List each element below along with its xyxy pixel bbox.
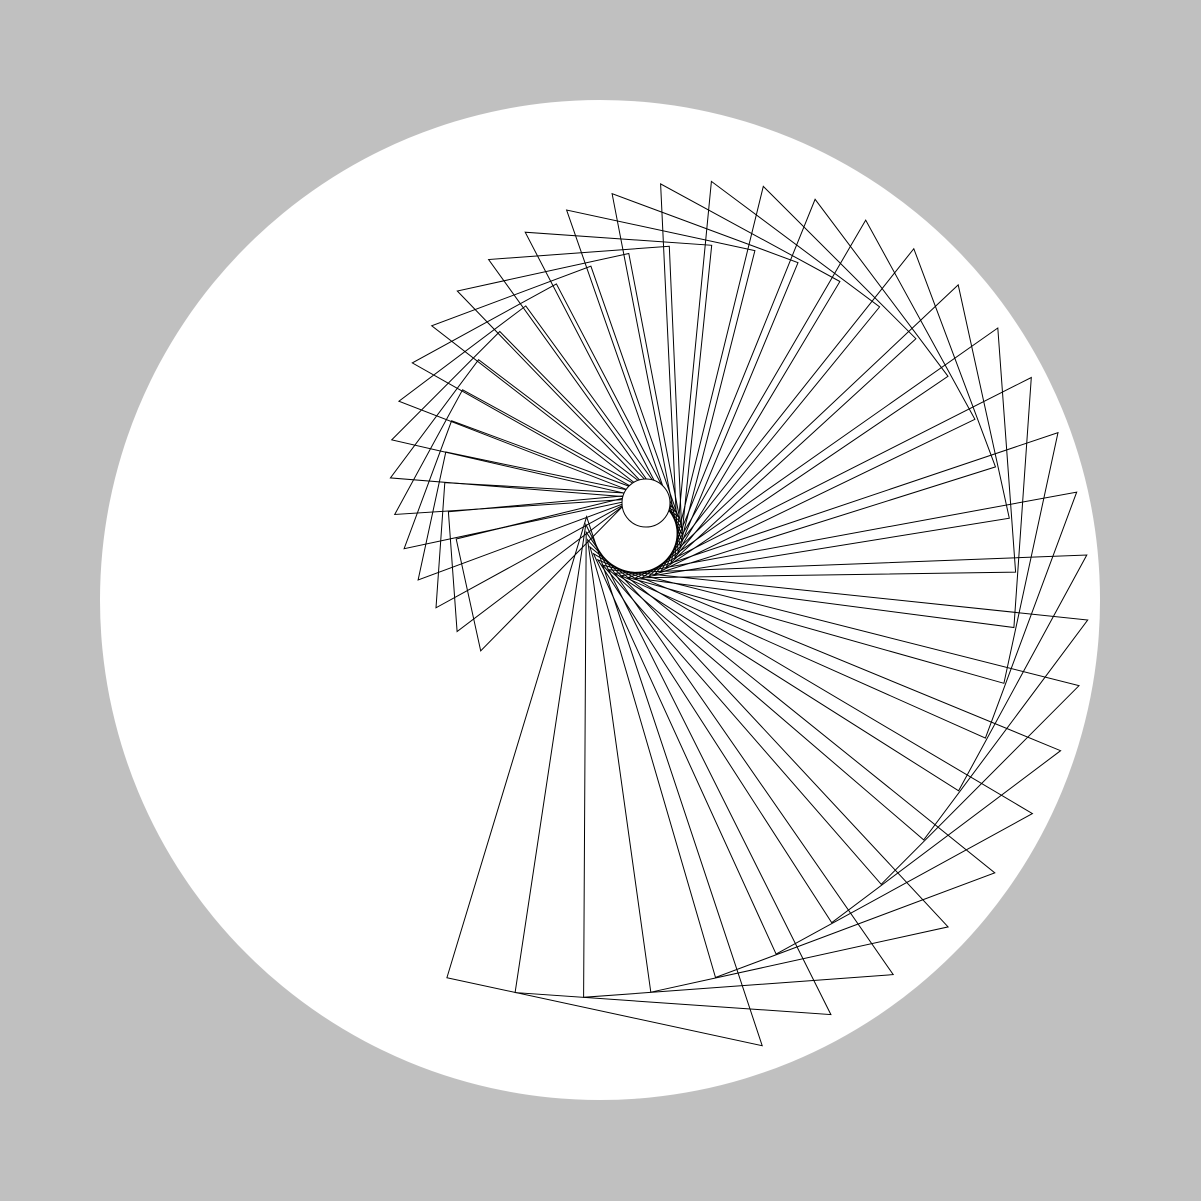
white-disc <box>100 100 1100 1100</box>
center-hole <box>622 479 670 527</box>
